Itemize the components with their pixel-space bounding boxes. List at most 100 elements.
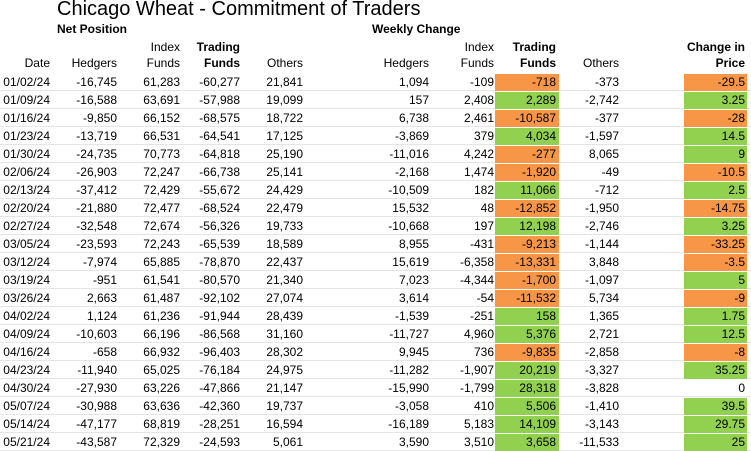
cell-index-funds: 61,541 <box>143 273 180 287</box>
col-header-index-line2: Funds <box>146 56 180 70</box>
cell-hedgers: -37,412 <box>76 183 117 197</box>
cell-weekly-hedgers: -11,016 <box>389 147 429 161</box>
cell-hedgers: -24,735 <box>76 147 117 161</box>
cell-trading-funds: -68,575 <box>199 111 240 125</box>
cell-others: 28,439 <box>266 309 303 323</box>
cell-index-funds: 63,691 <box>143 93 180 107</box>
cell-others: 25,141 <box>266 165 303 179</box>
cell-others: 31,160 <box>266 327 303 341</box>
cell-weekly-index-funds: 4,960 <box>463 327 494 341</box>
cell-others: 16,594 <box>266 417 303 431</box>
row-divider <box>0 414 751 415</box>
cell-hedgers: -32,548 <box>76 219 117 233</box>
cell-price-change: 3.25 <box>721 93 745 107</box>
cell-weekly-others: -2,742 <box>584 93 619 107</box>
cell-weekly-others: 8,065 <box>588 147 619 161</box>
cell-others: 21,841 <box>266 75 303 89</box>
row-divider <box>0 216 751 217</box>
cell-index-funds: 65,025 <box>143 363 180 377</box>
cell-weekly-trading-funds: -1,920 <box>521 165 556 179</box>
positive-highlight <box>684 398 747 415</box>
cell-others: 18,722 <box>266 111 303 125</box>
cell-date: 04/16/24 <box>3 345 50 359</box>
cell-trading-funds: -24,593 <box>199 435 240 449</box>
col-header-trading-line2: Funds <box>204 56 240 70</box>
cell-weekly-hedgers: 9,945 <box>398 345 429 359</box>
cell-weekly-index-funds: -54 <box>476 291 494 305</box>
cell-hedgers: -30,988 <box>76 399 117 413</box>
cell-weekly-trading-funds: -9,835 <box>521 345 556 359</box>
cell-weekly-others: -373 <box>594 75 619 89</box>
cell-price-change: 3.25 <box>721 219 745 233</box>
negative-highlight <box>495 146 559 163</box>
col-header-date: Date <box>24 56 50 70</box>
cell-hedgers: -47,177 <box>76 417 117 431</box>
row-divider <box>0 396 751 397</box>
col-header-weekly-index-line2: Funds <box>460 56 494 70</box>
row-divider <box>0 270 751 271</box>
cell-hedgers: -11,940 <box>77 363 117 377</box>
cell-hedgers: -27,930 <box>76 381 117 395</box>
cell-others: 24,975 <box>266 363 303 377</box>
cell-weekly-trading-funds: 12,198 <box>519 219 556 233</box>
cell-trading-funds: -96,403 <box>199 345 240 359</box>
cell-hedgers: 1,124 <box>86 309 117 323</box>
cell-weekly-index-funds: 736 <box>473 345 494 359</box>
cell-trading-funds: -55,672 <box>199 183 240 197</box>
cell-hedgers: -26,903 <box>76 165 117 179</box>
page-title: Chicago Wheat - Commitment of Traders <box>57 0 421 20</box>
cell-price-change: -29.5 <box>717 75 745 89</box>
positive-highlight <box>684 308 747 325</box>
row-divider <box>0 342 751 343</box>
cell-index-funds: 61,236 <box>143 309 180 323</box>
table-row: 01/02/24 -16,745 61,283 -60,277 21,841 1,094 -… <box>0 73 751 91</box>
cell-others: 24,429 <box>266 183 303 197</box>
negative-highlight <box>684 110 747 127</box>
cell-weekly-others: 1,365 <box>588 309 619 323</box>
cell-weekly-index-funds: -6,358 <box>459 255 494 269</box>
cell-weekly-index-funds: -1,799 <box>459 381 494 395</box>
negative-highlight <box>684 74 747 91</box>
cell-date: 05/07/24 <box>3 399 50 413</box>
row-divider <box>0 198 751 199</box>
positive-highlight <box>495 218 559 235</box>
table-row: 05/14/24 -47,177 68,819 -28,251 16,594 -16,18… <box>0 415 751 433</box>
cell-index-funds: 72,247 <box>143 165 180 179</box>
negative-highlight <box>684 236 747 253</box>
row-divider <box>0 162 751 163</box>
cell-weekly-trading-funds: 5,376 <box>525 327 556 341</box>
cell-trading-funds: -60,277 <box>199 75 240 89</box>
cell-price-change: 0 <box>738 381 745 395</box>
table-row: 04/16/24 -658 66,932 -96,403 28,302 9,945 736 -… <box>0 343 751 361</box>
cell-index-funds: 61,487 <box>143 291 180 305</box>
cell-weekly-index-funds: 410 <box>473 399 494 413</box>
cell-price-change: 39.5 <box>721 399 745 413</box>
cell-weekly-others: -49 <box>601 165 619 179</box>
cell-weekly-trading-funds: -277 <box>531 147 556 161</box>
col-header-trading-line1: Trading <box>196 40 240 54</box>
negative-highlight <box>684 200 747 217</box>
cell-weekly-trading-funds: -718 <box>531 75 556 89</box>
cell-price-change: -10.5 <box>717 165 745 179</box>
cell-weekly-others: -1,410 <box>584 399 619 413</box>
net-position-heading: Net Position <box>57 22 128 36</box>
cell-hedgers: -7,974 <box>82 255 117 269</box>
cell-price-change: 1.75 <box>721 309 745 323</box>
cell-price-change: -8 <box>734 345 745 359</box>
cell-weekly-hedgers: -16,189 <box>388 417 429 431</box>
cell-weekly-hedgers: -11,282 <box>389 363 429 377</box>
cell-date: 03/12/24 <box>3 255 50 269</box>
cell-index-funds: 61,283 <box>143 75 180 89</box>
cell-weekly-hedgers: -11,727 <box>389 327 429 341</box>
cell-price-change: -28 <box>727 111 745 125</box>
cell-weekly-index-funds: -251 <box>469 309 494 323</box>
cell-weekly-index-funds: 48 <box>480 201 494 215</box>
cell-weekly-others: -1,597 <box>584 129 619 143</box>
positive-highlight <box>495 128 559 145</box>
row-divider <box>0 234 751 235</box>
cell-date: 01/02/24 <box>3 75 50 89</box>
cell-hedgers: 2,663 <box>86 291 117 305</box>
row-divider <box>0 126 751 127</box>
cell-others: 19,733 <box>266 219 303 233</box>
row-divider <box>0 144 751 145</box>
